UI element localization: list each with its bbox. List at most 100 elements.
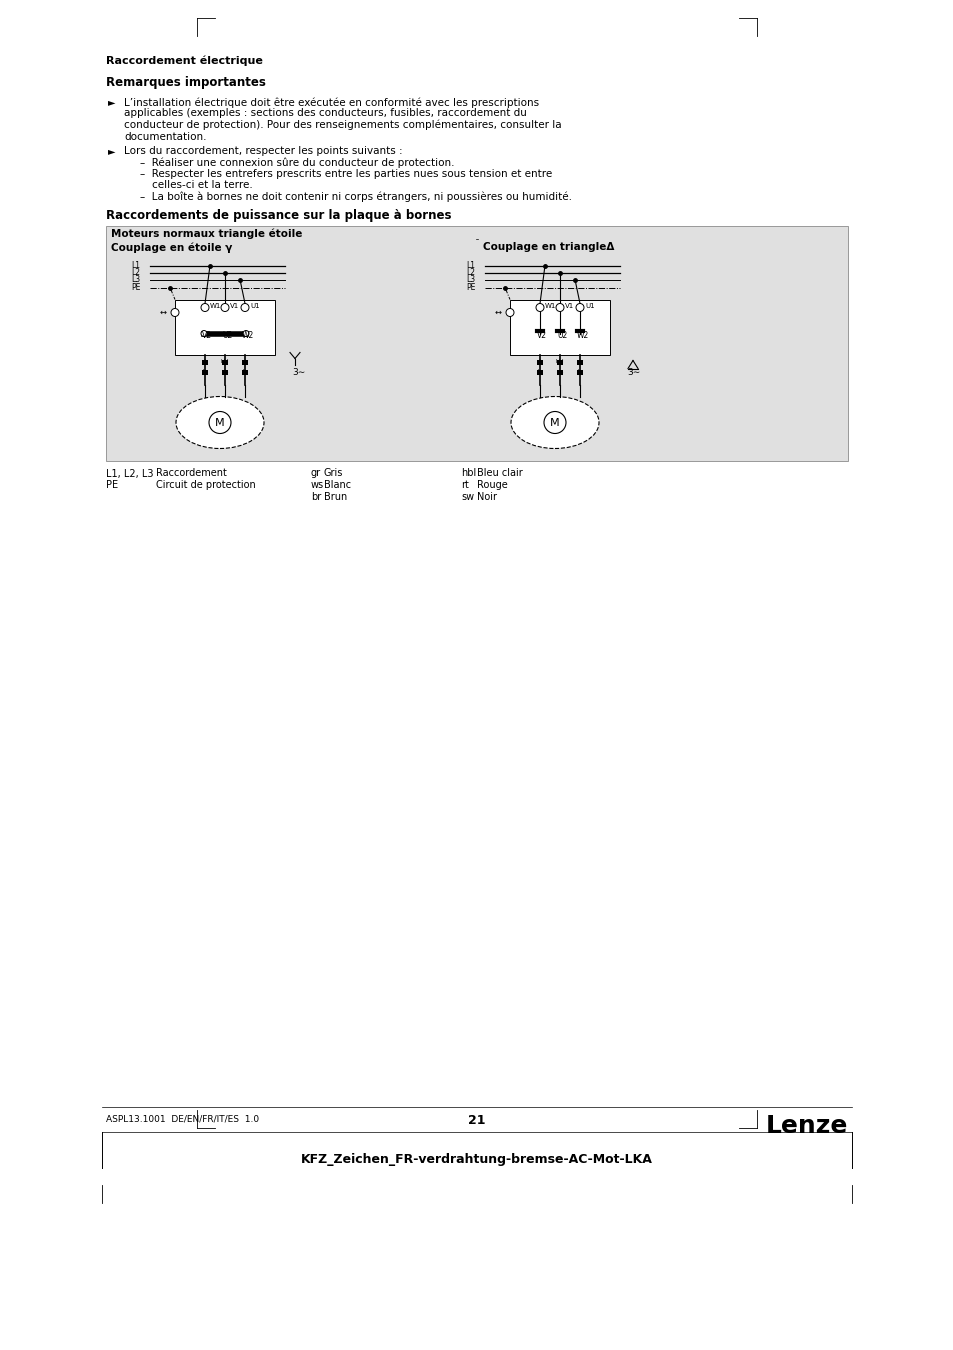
Text: br: br	[202, 369, 208, 374]
Text: V2: V2	[537, 331, 546, 340]
Bar	[106, 225, 847, 460]
Text: U2: U2	[222, 331, 232, 340]
Bar	[242, 359, 248, 364]
Text: ►: ►	[108, 146, 115, 157]
Text: Raccordement électrique: Raccordement électrique	[106, 55, 263, 66]
Text: br: br	[577, 369, 582, 374]
Text: hbl: hbl	[460, 468, 476, 478]
Text: Lenze: Lenze	[765, 1114, 847, 1138]
Text: V1: V1	[230, 302, 239, 309]
Text: –  La boîte à bornes ne doit contenir ni corps étrangers, ni poussières ou humid: – La boîte à bornes ne doit contenir ni …	[140, 192, 572, 202]
Bar	[557, 359, 562, 364]
Circle shape	[171, 309, 179, 316]
Text: M: M	[550, 417, 559, 428]
Bar	[557, 370, 562, 374]
Text: br: br	[311, 493, 321, 502]
Text: W2: W2	[577, 331, 589, 340]
Text: Raccordement: Raccordement	[156, 468, 227, 478]
Text: W1: W1	[210, 302, 221, 309]
Circle shape	[201, 304, 209, 312]
Text: W2: W2	[242, 331, 254, 340]
Circle shape	[543, 412, 565, 433]
Text: gr: gr	[311, 468, 321, 478]
Text: L1: L1	[131, 261, 140, 270]
Circle shape	[556, 304, 563, 312]
Text: 3∼: 3∼	[626, 369, 639, 377]
Circle shape	[209, 412, 231, 433]
Text: Blanc: Blanc	[324, 481, 351, 490]
Text: Moteurs normaux triangle étoile: Moteurs normaux triangle étoile	[111, 228, 302, 239]
Text: hbl: hbl	[220, 359, 229, 364]
Bar	[537, 370, 542, 374]
Text: br: br	[537, 369, 542, 374]
Text: documentation.: documentation.	[124, 131, 206, 142]
Bar	[202, 359, 208, 364]
Text: KFZ_Zeichen_FR-verdrahtung-bremse-AC-Mot-LKA: KFZ_Zeichen_FR-verdrahtung-bremse-AC-Mot…	[301, 1153, 652, 1166]
Text: ↔: ↔	[494, 308, 501, 317]
Text: ws: ws	[221, 369, 229, 374]
Text: L2: L2	[131, 269, 140, 277]
Bar	[222, 370, 228, 374]
Text: Remarques importantes: Remarques importantes	[106, 76, 266, 89]
Text: Couplage en étoile γ: Couplage en étoile γ	[111, 243, 233, 252]
Circle shape	[241, 304, 249, 312]
Text: rt: rt	[203, 359, 207, 364]
Circle shape	[576, 304, 583, 312]
Text: Raccordements de puissance sur la plaque à bornes: Raccordements de puissance sur la plaque…	[106, 209, 451, 223]
Circle shape	[221, 304, 229, 312]
Text: PE: PE	[465, 284, 475, 292]
Bar	[222, 359, 228, 364]
Text: –  Respecter les entrefers prescrits entre les parties nues sous tension et entr: – Respecter les entrefers prescrits entr…	[140, 169, 552, 180]
Text: rt: rt	[460, 481, 468, 490]
Bar	[510, 300, 609, 355]
Bar	[202, 370, 208, 374]
Text: L3: L3	[131, 275, 140, 284]
Text: Gris: Gris	[324, 468, 343, 478]
Text: L’installation électrique doit être exécutée en conformité avec les prescription: L’installation électrique doit être exéc…	[124, 97, 538, 108]
Text: L1, L2, L3: L1, L2, L3	[106, 468, 153, 478]
Text: sw: sw	[460, 493, 474, 502]
Text: celles-ci et la terre.: celles-ci et la terre.	[152, 181, 253, 190]
Ellipse shape	[511, 397, 598, 448]
Text: conducteur de protection). Pour des renseignements complémentaires, consulter la: conducteur de protection). Pour des rens…	[124, 120, 561, 131]
Circle shape	[536, 304, 543, 312]
Text: hbl: hbl	[556, 359, 563, 364]
Text: U1: U1	[584, 302, 594, 309]
Bar	[174, 300, 274, 355]
Text: ►: ►	[108, 97, 115, 107]
Text: Rouge: Rouge	[476, 481, 507, 490]
Text: PE: PE	[106, 481, 118, 490]
Text: ws: ws	[556, 369, 563, 374]
Text: M: M	[215, 417, 225, 428]
Text: Circuit de protection: Circuit de protection	[156, 481, 255, 490]
Bar	[242, 370, 248, 374]
Circle shape	[505, 309, 514, 316]
Circle shape	[243, 331, 249, 336]
Ellipse shape	[175, 397, 264, 448]
Text: L1: L1	[465, 261, 475, 270]
Circle shape	[201, 331, 207, 336]
Text: br: br	[242, 369, 248, 374]
Text: Couplage en triangleΔ: Couplage en triangleΔ	[482, 243, 614, 252]
Text: Brun: Brun	[324, 493, 347, 502]
Text: Bleu clair: Bleu clair	[476, 468, 522, 478]
Text: Lors du raccordement, respecter les points suivants :: Lors du raccordement, respecter les poin…	[124, 146, 402, 157]
Text: Noir: Noir	[476, 493, 497, 502]
Text: 3∼: 3∼	[292, 369, 305, 377]
Text: rt: rt	[537, 359, 541, 364]
Text: –  Réaliser une connexion sûre du conducteur de protection.: – Réaliser une connexion sûre du conduct…	[140, 158, 454, 167]
Text: PE: PE	[131, 284, 140, 292]
Bar	[577, 370, 582, 374]
Text: ASPL13.1001  DE/EN/FR/IT/ES  1.0: ASPL13.1001 DE/EN/FR/IT/ES 1.0	[106, 1114, 259, 1123]
Bar	[577, 359, 582, 364]
Text: L3: L3	[465, 275, 475, 284]
Text: 21: 21	[468, 1114, 485, 1127]
Text: sw: sw	[576, 359, 583, 364]
Text: V2: V2	[202, 331, 212, 340]
Text: sw: sw	[241, 359, 249, 364]
Text: U1: U1	[250, 302, 259, 309]
Text: ws: ws	[311, 481, 324, 490]
Text: V1: V1	[564, 302, 574, 309]
Text: U2: U2	[557, 331, 567, 340]
Bar	[537, 359, 542, 364]
